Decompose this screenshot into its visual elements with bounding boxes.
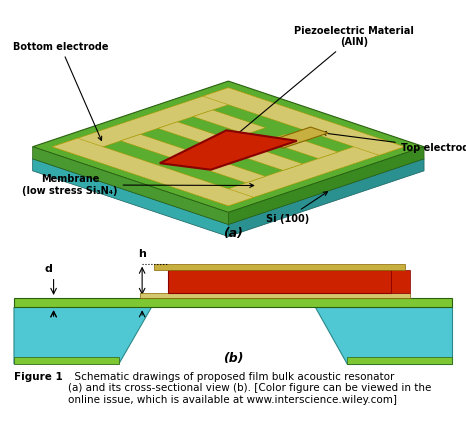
Text: (b): (b): [223, 352, 243, 365]
Polygon shape: [121, 134, 193, 159]
Polygon shape: [193, 159, 266, 183]
Text: d: d: [45, 264, 53, 274]
Polygon shape: [230, 146, 303, 171]
Polygon shape: [14, 357, 119, 364]
Polygon shape: [347, 357, 452, 364]
Text: Figure 1: Figure 1: [14, 372, 63, 382]
Polygon shape: [203, 88, 404, 155]
Polygon shape: [140, 293, 410, 298]
Polygon shape: [266, 127, 328, 148]
Polygon shape: [168, 269, 391, 293]
Polygon shape: [391, 269, 410, 293]
Polygon shape: [266, 134, 338, 159]
Text: h: h: [138, 249, 146, 259]
Polygon shape: [14, 307, 151, 364]
Polygon shape: [33, 147, 228, 224]
Text: Bottom electrode: Bottom electrode: [13, 42, 108, 141]
Polygon shape: [158, 122, 230, 146]
Text: Si (100): Si (100): [266, 192, 328, 224]
Polygon shape: [228, 159, 424, 237]
Polygon shape: [228, 147, 424, 224]
Polygon shape: [154, 264, 405, 269]
Text: (a): (a): [223, 227, 243, 240]
Polygon shape: [203, 138, 404, 206]
Polygon shape: [33, 159, 228, 237]
Polygon shape: [160, 131, 297, 170]
Polygon shape: [52, 88, 254, 155]
Text: Schematic drawings of proposed film bulk acoustic resonator
(a) and its cross-se: Schematic drawings of proposed film bulk…: [68, 372, 431, 405]
Text: Top electrode: Top electrode: [322, 131, 466, 153]
Polygon shape: [193, 110, 266, 134]
Polygon shape: [33, 81, 424, 213]
Text: Piezoelectric Material
(AlN): Piezoelectric Material (AlN): [232, 26, 414, 139]
Polygon shape: [14, 298, 452, 307]
Polygon shape: [33, 93, 424, 224]
Text: Membrane
(low stress Si₃N₄): Membrane (low stress Si₃N₄): [22, 174, 254, 196]
Polygon shape: [52, 138, 254, 206]
Polygon shape: [315, 307, 452, 364]
